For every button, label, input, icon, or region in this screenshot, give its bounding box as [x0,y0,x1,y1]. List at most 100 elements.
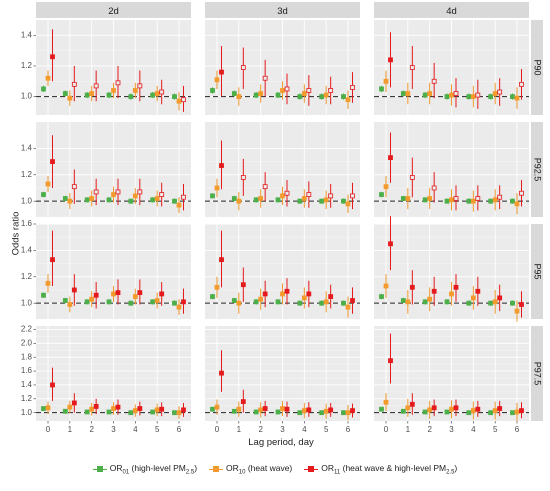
point-or11 [453,405,459,411]
point-or11 [431,78,437,84]
point-or11 [409,401,415,407]
point-or11 [519,302,524,307]
point-or11 [431,288,437,294]
point-or10 [258,296,264,302]
point-or11 [350,298,355,303]
point-or10 [492,91,498,96]
point-or10 [258,91,264,96]
point-or11 [475,406,481,412]
point-or10 [258,196,264,201]
facet-panel [374,326,529,421]
point-or11 [93,404,99,409]
point-or11 [475,92,481,98]
point-or01 [466,198,472,204]
y-tick-label: 1.0 [21,298,33,307]
point-or11 [137,406,143,411]
point-or10 [111,192,116,197]
point-or01 [84,197,90,203]
point-or01 [297,300,303,306]
point-or11 [71,184,77,190]
legend-label: OR11 (heat wave & high-level PM2.5) [321,462,458,476]
point-or01 [128,300,134,306]
point-or10 [405,405,411,411]
x-tick-label: 3 [449,425,454,434]
point-or11 [219,370,224,376]
point-or01 [253,197,259,203]
point-or11 [219,163,224,168]
point-or10 [405,196,411,201]
point-or10 [154,91,160,96]
point-or01 [379,294,384,299]
point-or01 [297,94,303,100]
point-or11 [519,81,524,87]
y-tick-label: 1.8 [21,352,33,361]
y-tick-label: 1.4 [21,30,33,39]
x-tick-label: 1 [406,425,411,434]
point-or11 [181,194,186,200]
point-or10 [383,283,389,289]
y-tick-label: 1.4 [21,380,33,389]
point-or01 [422,409,428,415]
point-or01 [106,299,112,305]
point-or01 [253,409,259,415]
x-tick-label: 0 [46,425,51,434]
facet-column-label: 3d [277,6,288,17]
point-or10 [67,302,73,307]
x-tick-label: 5 [155,425,160,434]
point-or10 [176,202,182,208]
legend-item-or01: OR01 (high-level PM2.5) [92,463,197,475]
point-or10 [236,94,242,100]
point-or10 [280,88,285,93]
x-tick-label: 3 [280,425,285,434]
point-or11 [137,290,143,296]
point-or10 [214,185,220,191]
point-or11 [50,54,55,60]
point-or01 [210,88,215,93]
x-tick-label: 6 [515,425,520,434]
point-or11 [475,196,481,201]
point-or10 [492,408,498,413]
point-or10 [492,197,498,203]
point-or01 [41,292,46,298]
y-tick-label: 2.2 [21,325,33,334]
x-tick-label: 2 [427,425,432,434]
point-or11 [50,257,55,263]
point-or01 [106,92,112,98]
point-or11 [93,189,99,195]
point-or01 [422,299,428,305]
y-tick-label: 2.0 [21,338,33,347]
point-or10 [345,201,351,207]
point-or01 [275,409,281,415]
point-or10 [89,406,95,412]
point-or10 [449,197,454,203]
point-or10 [301,408,307,413]
point-or01 [41,406,46,411]
point-or10 [427,296,433,302]
x-tick-label: 2 [89,425,94,434]
point-or11 [159,291,165,297]
point-or10 [258,407,264,413]
point-or11 [137,83,143,89]
y-tick-label: 1.2 [21,272,33,281]
point-or11 [350,85,355,90]
point-or10 [236,406,242,412]
point-or11 [159,89,165,95]
point-or10 [236,300,242,306]
point-or01 [319,410,325,416]
point-or01 [510,94,515,100]
point-or01 [466,410,472,416]
point-or01 [488,300,494,306]
x-tick-label: 4 [471,425,476,434]
point-or10 [132,88,138,93]
point-or10 [89,196,95,201]
point-or10 [514,409,520,415]
point-or01 [172,94,177,100]
facet-row-strip [531,326,543,421]
point-or10 [323,408,329,414]
point-or10 [280,291,285,297]
point-or10 [111,88,116,93]
point-or01 [62,298,68,303]
point-or01 [128,94,134,100]
point-or10 [492,299,498,305]
